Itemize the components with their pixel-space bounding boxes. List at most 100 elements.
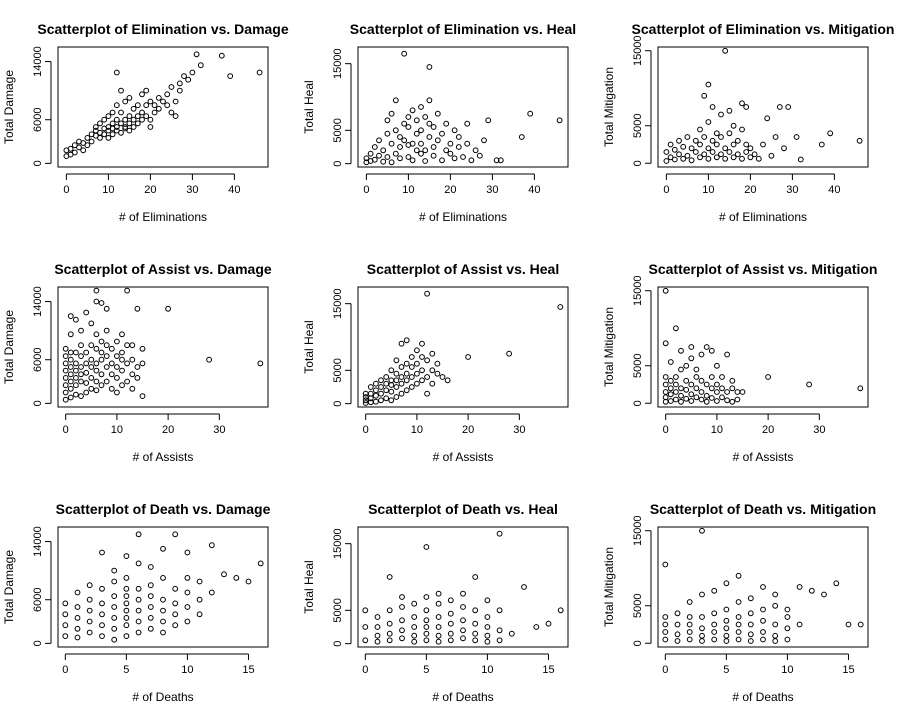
data-point [399, 627, 405, 634]
data-point [434, 360, 441, 367]
data-point [388, 159, 395, 166]
data-point [403, 360, 410, 367]
data-point [134, 113, 141, 119]
data-point [413, 130, 420, 137]
data-point [398, 390, 405, 397]
data-point [684, 152, 691, 159]
data-point [374, 638, 381, 645]
data-point [497, 157, 504, 164]
data-point [122, 116, 129, 123]
data-point [772, 134, 779, 140]
x-tick-label: 20 [462, 424, 474, 436]
data-point [703, 392, 710, 399]
data-point [126, 127, 133, 134]
data-point [424, 374, 431, 380]
data-point [726, 107, 733, 114]
data-point [426, 134, 433, 140]
data-point [103, 305, 110, 312]
data-point [447, 610, 454, 617]
data-point [62, 353, 69, 360]
data-point [460, 635, 466, 642]
data-point [397, 144, 403, 150]
data-point [143, 113, 150, 119]
data-point [447, 637, 454, 644]
data-point [723, 617, 730, 624]
data-point [135, 531, 142, 538]
data-point [147, 98, 154, 105]
data-point [118, 109, 124, 116]
data-point [408, 374, 415, 380]
data-point [423, 624, 430, 630]
plot-frame [357, 46, 569, 168]
data-point [785, 104, 792, 110]
data-point [388, 388, 395, 395]
data-point [74, 589, 81, 596]
data-point [667, 141, 674, 148]
x-tick-label: 0 [363, 424, 369, 436]
data-point [362, 624, 369, 630]
y-tick-label: 15000 [332, 48, 344, 79]
data-point [747, 595, 754, 602]
data-point [135, 585, 142, 592]
data-point [101, 131, 108, 138]
data-point [123, 615, 130, 621]
data-point [405, 154, 412, 160]
y-axis-label: Total Mitigation [602, 67, 616, 147]
data-point [371, 156, 378, 163]
data-point [73, 360, 79, 367]
data-point [705, 155, 712, 162]
data-point [88, 138, 95, 145]
data-point [726, 130, 733, 137]
data-point [734, 151, 741, 158]
data-point [147, 564, 154, 570]
data-point [118, 120, 124, 127]
data-point [88, 375, 95, 381]
y-axis-label: Total Heal [302, 80, 316, 133]
data-point [160, 618, 166, 625]
data-point [373, 392, 379, 399]
data-point [684, 134, 691, 140]
data-point [123, 575, 130, 581]
data-point [419, 340, 425, 347]
data-point [683, 395, 690, 402]
data-point [527, 110, 534, 117]
y-tick-label: 14000 [32, 286, 44, 317]
data-point [398, 340, 405, 347]
data-point [821, 591, 827, 598]
data-point [686, 629, 693, 635]
scatter-panel: Scatterplot of Elimination vs. Heal 0 10 20… [302, 21, 576, 224]
data-point [196, 596, 203, 603]
data-point [430, 152, 437, 159]
x-axis-label: # of Assists [733, 450, 794, 464]
data-point [409, 157, 416, 164]
data-point [119, 331, 125, 338]
plot-frame [57, 46, 269, 168]
data-point [143, 87, 150, 94]
data-point [735, 636, 742, 643]
x-tick-label: 30 [786, 184, 798, 196]
data-point [134, 120, 141, 127]
data-point [434, 110, 441, 117]
data-point [411, 638, 418, 645]
data-point [172, 622, 179, 629]
data-point [109, 131, 116, 138]
data-point [114, 375, 120, 381]
x-tick-label: 10 [781, 664, 793, 676]
data-point [662, 561, 669, 568]
data-point [708, 385, 715, 392]
data-point [723, 606, 730, 613]
data-point [451, 127, 458, 134]
data-point [485, 117, 492, 124]
y-axis-label: Total Mitigation [602, 547, 616, 627]
data-point [108, 360, 115, 367]
data-point [78, 327, 84, 334]
data-point [168, 109, 175, 116]
data-point [103, 364, 110, 370]
data-point [119, 349, 125, 356]
data-point [83, 349, 90, 356]
data-point [692, 149, 699, 155]
data-point [126, 113, 133, 119]
data-point [184, 549, 191, 556]
data-point [439, 130, 445, 137]
data-point [233, 575, 240, 581]
